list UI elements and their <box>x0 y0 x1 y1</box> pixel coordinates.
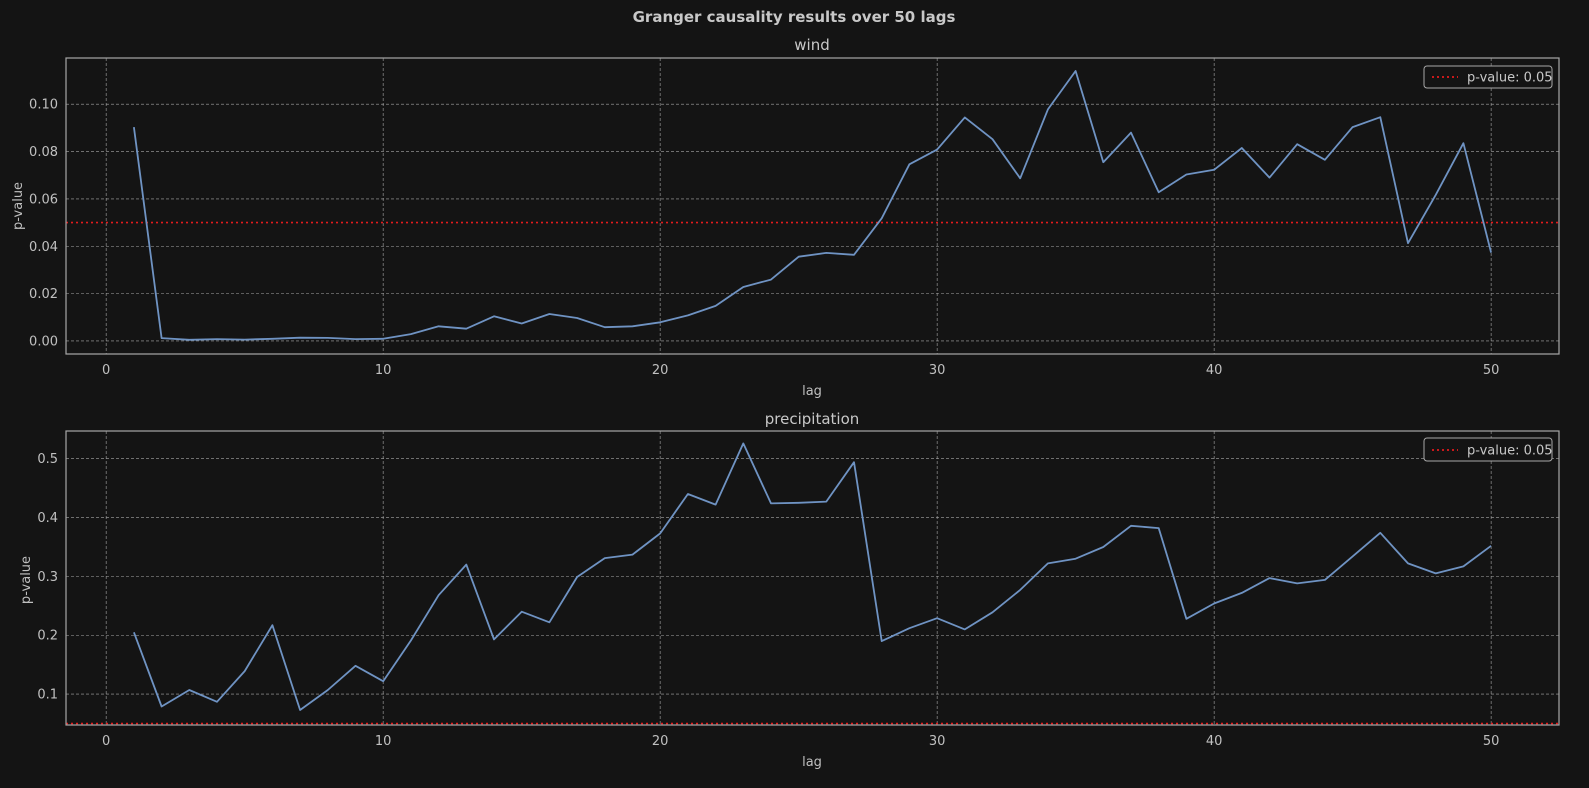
x-tick-label: 20 <box>652 363 669 378</box>
p-value-line <box>133 442 1492 711</box>
y-axis-label: p-value <box>11 182 26 230</box>
axes-frame <box>65 57 1560 355</box>
legend-box <box>1423 437 1553 462</box>
x-tick-labels: 0 10 20 30 40 50 <box>102 363 1499 378</box>
x-tick-label: 30 <box>929 363 946 378</box>
x-tick-label: 40 <box>1206 363 1223 378</box>
legend-box <box>1423 65 1553 89</box>
y-tick-label: 0.06 <box>29 192 58 207</box>
x-tick-label: 40 <box>1206 734 1223 749</box>
y-tick-label: 0.4 <box>37 511 58 526</box>
y-tick-label: 0.3 <box>37 570 58 585</box>
y-tick-label: 0.00 <box>29 334 58 349</box>
y-tick-labels: 0.1 0.2 0.3 0.4 0.5 <box>37 452 58 702</box>
axes-border <box>65 430 1560 726</box>
y-tick-label: 0.2 <box>37 629 58 644</box>
x-tick-label: 50 <box>1483 734 1500 749</box>
x-tick-label: 0 <box>102 363 110 378</box>
axes-frame <box>65 430 1560 726</box>
x-axis-label: lag <box>802 384 822 399</box>
y-tick-label: 0.10 <box>29 98 58 113</box>
legend-label: p-value: 0.05 <box>1467 71 1553 86</box>
legend: p-value: 0.05 <box>1423 65 1553 89</box>
x-tick-label: 30 <box>929 734 946 749</box>
x-tick-label: 0 <box>102 734 110 749</box>
x-tick-label: 20 <box>652 734 669 749</box>
axes-border <box>65 57 1560 355</box>
y-axis-label: p-value <box>19 556 34 604</box>
y-tick-label: 0.5 <box>37 452 58 467</box>
y-tick-label: 0.08 <box>29 145 58 160</box>
precipitation-panel: precipitation 0 10 20 30 40 50 0.10.20.30.40.… <box>19 410 1560 770</box>
x-tick-label: 10 <box>375 363 392 378</box>
x-tick-labels: 0 10 20 30 40 50 <box>102 734 1499 749</box>
figure-suptitle: Granger causality results over 50 lags <box>633 8 956 26</box>
y-tick-labels: 0.00 0.02 0.04 0.06 0.08 0.10 <box>29 98 58 350</box>
series-line <box>133 442 1492 711</box>
grid-lines <box>66 58 1559 354</box>
series-line <box>133 70 1492 341</box>
y-tick-label: 0.04 <box>29 240 58 255</box>
y-tick-label: 0.02 <box>29 287 58 302</box>
x-axis-label: lag <box>802 755 822 770</box>
wind-panel: wind 0 10 20 30 40 50 0.00 0.02 0.04 0.06 0.08 0.1… <box>11 36 1560 399</box>
p-value-line <box>133 70 1492 341</box>
legend: p-value: 0.05 <box>1423 437 1553 462</box>
panel-title: wind <box>794 36 829 54</box>
y-tick-label: 0.1 <box>37 688 58 703</box>
grid-lines <box>66 431 1559 725</box>
legend-label: p-value: 0.05 <box>1467 444 1553 459</box>
panel-title: precipitation <box>765 410 860 428</box>
x-tick-label: 50 <box>1483 363 1500 378</box>
x-tick-label: 10 <box>375 734 392 749</box>
